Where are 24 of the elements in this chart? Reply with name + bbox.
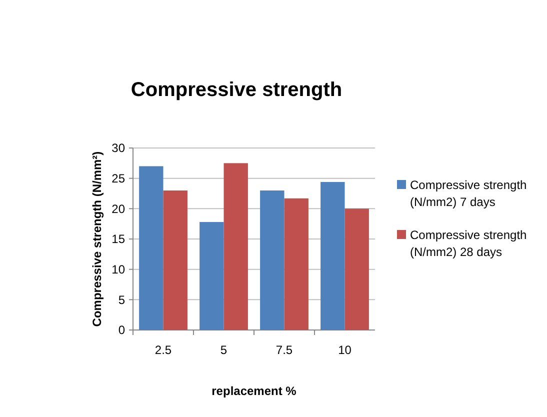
x-tick-label: 2.5 bbox=[154, 343, 172, 357]
x-tick-label: 7.5 bbox=[276, 343, 293, 357]
bar bbox=[320, 182, 345, 330]
y-tick-label: 30 bbox=[112, 141, 126, 156]
bar bbox=[139, 166, 164, 330]
y-tick-label: 5 bbox=[118, 292, 126, 307]
bar bbox=[344, 208, 369, 330]
y-axis-title: Compressive strength (N/mm²) bbox=[90, 151, 104, 327]
y-tick-label: 0 bbox=[118, 323, 126, 338]
bar bbox=[200, 222, 224, 330]
y-tick-label: 20 bbox=[112, 202, 126, 216]
x-axis-title: replacement % bbox=[212, 384, 297, 398]
x-tick-label: 10 bbox=[338, 343, 352, 357]
y-tick-label: 15 bbox=[112, 232, 126, 246]
bar bbox=[284, 198, 308, 330]
chart-title: Compressive strength bbox=[130, 79, 342, 101]
legend-label: Compressive strength (N/mm2) 28 days bbox=[410, 228, 527, 259]
bar bbox=[163, 190, 188, 330]
y-tick-label: 25 bbox=[112, 172, 126, 186]
x-tick-label: 5 bbox=[220, 343, 228, 357]
bar bbox=[260, 190, 284, 330]
y-tick-label: 10 bbox=[112, 262, 126, 277]
legend-label: Compressive strength (N/mm2) 7 days bbox=[410, 178, 527, 209]
bar bbox=[224, 163, 248, 330]
